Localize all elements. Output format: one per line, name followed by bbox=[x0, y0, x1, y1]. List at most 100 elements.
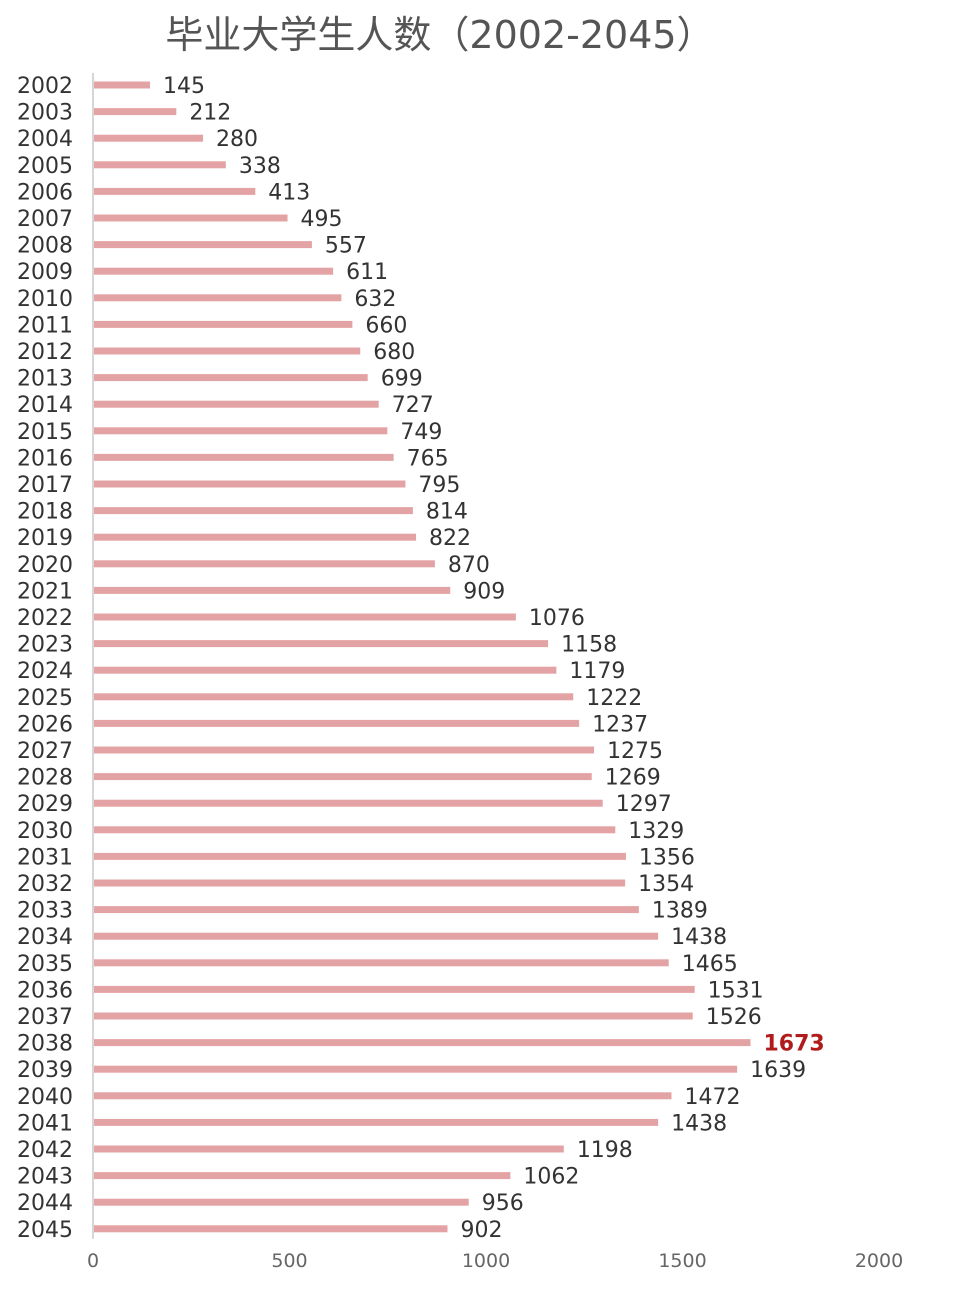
value-label-2040: 1472 bbox=[684, 1085, 740, 1110]
value-label-2027: 1275 bbox=[607, 739, 663, 764]
bar-2041 bbox=[94, 1118, 659, 1126]
bar-2043 bbox=[94, 1172, 511, 1180]
bar-2024 bbox=[94, 666, 557, 674]
year-label-2004: 2004 bbox=[17, 127, 73, 152]
year-label-2025: 2025 bbox=[17, 686, 73, 711]
value-label-2014: 727 bbox=[392, 393, 434, 418]
value-label-2017: 795 bbox=[418, 473, 460, 498]
year-label-2009: 2009 bbox=[17, 260, 73, 285]
bar-2027 bbox=[94, 746, 595, 754]
bar-2016 bbox=[94, 453, 394, 461]
bar-2038 bbox=[94, 1039, 751, 1047]
year-label-2007: 2007 bbox=[17, 207, 73, 232]
year-label-2002: 2002 bbox=[17, 74, 73, 99]
year-label-2037: 2037 bbox=[17, 1005, 73, 1030]
value-label-2020: 870 bbox=[448, 553, 490, 578]
year-label-2032: 2032 bbox=[17, 872, 73, 897]
value-label-2018: 814 bbox=[426, 500, 468, 525]
value-label-2010: 632 bbox=[354, 287, 396, 312]
year-label-2006: 2006 bbox=[17, 180, 73, 205]
bar-2026 bbox=[94, 719, 580, 727]
year-label-2024: 2024 bbox=[17, 659, 73, 684]
bar-2037 bbox=[94, 1012, 693, 1020]
year-label-2044: 2044 bbox=[17, 1191, 73, 1216]
bars-group bbox=[94, 81, 751, 1233]
year-label-2023: 2023 bbox=[17, 633, 73, 658]
value-label-2030: 1329 bbox=[628, 819, 684, 844]
x-tick-label-2000: 2000 bbox=[855, 1250, 903, 1272]
year-label-2011: 2011 bbox=[17, 313, 73, 338]
bar-2004 bbox=[94, 134, 204, 142]
x-axis-group: 0 500 1000 1500 2000 bbox=[87, 73, 903, 1272]
bar-2003 bbox=[94, 108, 177, 116]
value-label-2042: 1198 bbox=[577, 1138, 633, 1163]
year-label-2014: 2014 bbox=[17, 393, 73, 418]
value-label-2026: 1237 bbox=[592, 712, 648, 737]
value-label-2005: 338 bbox=[239, 154, 281, 179]
year-label-2003: 2003 bbox=[17, 101, 73, 126]
year-label-2028: 2028 bbox=[17, 766, 73, 791]
bar-2002 bbox=[94, 81, 150, 89]
bar-2009 bbox=[94, 267, 334, 275]
chart-title: 毕业大学生人数（2002-2045） bbox=[165, 13, 715, 57]
year-label-2031: 2031 bbox=[17, 845, 73, 870]
value-label-2023: 1158 bbox=[561, 633, 617, 658]
x-tick-label-1000: 1000 bbox=[462, 1250, 510, 1272]
value-label-2012: 680 bbox=[373, 340, 415, 365]
year-label-2021: 2021 bbox=[17, 579, 73, 604]
year-label-2045: 2045 bbox=[17, 1218, 73, 1243]
year-label-2013: 2013 bbox=[17, 367, 73, 392]
value-label-2033: 1389 bbox=[652, 899, 708, 924]
year-label-2027: 2027 bbox=[17, 739, 73, 764]
year-label-2029: 2029 bbox=[17, 792, 73, 817]
value-label-2013: 699 bbox=[381, 367, 423, 392]
value-label-2028: 1269 bbox=[605, 766, 661, 791]
bar-2011 bbox=[94, 320, 353, 328]
bar-2008 bbox=[94, 241, 312, 249]
value-label-2044: 956 bbox=[482, 1191, 524, 1216]
bar-2023 bbox=[94, 640, 549, 648]
year-label-2034: 2034 bbox=[17, 925, 73, 950]
value-label-2031: 1356 bbox=[639, 845, 695, 870]
value-label-2041: 1438 bbox=[671, 1111, 727, 1136]
year-label-2016: 2016 bbox=[17, 446, 73, 471]
year-label-2033: 2033 bbox=[17, 899, 73, 924]
value-label-2038: 1673 bbox=[763, 1032, 824, 1057]
x-tick-label-0: 0 bbox=[87, 1250, 99, 1272]
year-label-2005: 2005 bbox=[17, 154, 73, 179]
year-label-2008: 2008 bbox=[17, 234, 73, 259]
value-label-2035: 1465 bbox=[682, 952, 738, 977]
bar-2042 bbox=[94, 1145, 564, 1153]
year-labels-group: 2002200320042005200620072008200920102011… bbox=[17, 74, 73, 1243]
bar-2007 bbox=[94, 214, 288, 222]
value-label-2016: 765 bbox=[407, 446, 449, 471]
bar-2005 bbox=[94, 161, 226, 169]
value-label-2015: 749 bbox=[400, 420, 442, 445]
bar-2010 bbox=[94, 294, 342, 302]
value-label-2021: 909 bbox=[463, 579, 505, 604]
x-tick-label-500: 500 bbox=[271, 1250, 307, 1272]
value-label-2043: 1062 bbox=[523, 1165, 579, 1190]
bar-2017 bbox=[94, 480, 406, 488]
year-label-2042: 2042 bbox=[17, 1138, 73, 1163]
value-label-2025: 1222 bbox=[586, 686, 642, 711]
year-label-2026: 2026 bbox=[17, 712, 73, 737]
bar-2044 bbox=[94, 1198, 469, 1206]
bar-2028 bbox=[94, 773, 592, 781]
value-labels-group: 1452122803384134955576116326606806997277… bbox=[163, 74, 825, 1243]
bar-2006 bbox=[94, 187, 256, 195]
value-label-2032: 1354 bbox=[638, 872, 694, 897]
value-label-2009: 611 bbox=[346, 260, 388, 285]
value-label-2007: 495 bbox=[301, 207, 343, 232]
x-tick-label-1500: 1500 bbox=[658, 1250, 706, 1272]
bar-2014 bbox=[94, 400, 379, 408]
value-label-2024: 1179 bbox=[569, 659, 625, 684]
bar-2040 bbox=[94, 1092, 672, 1100]
value-label-2037: 1526 bbox=[706, 1005, 762, 1030]
value-label-2034: 1438 bbox=[671, 925, 727, 950]
year-label-2038: 2038 bbox=[17, 1032, 73, 1057]
bar-2013 bbox=[94, 374, 368, 382]
value-label-2002: 145 bbox=[163, 74, 205, 99]
value-label-2029: 1297 bbox=[616, 792, 672, 817]
bar-2034 bbox=[94, 932, 659, 940]
